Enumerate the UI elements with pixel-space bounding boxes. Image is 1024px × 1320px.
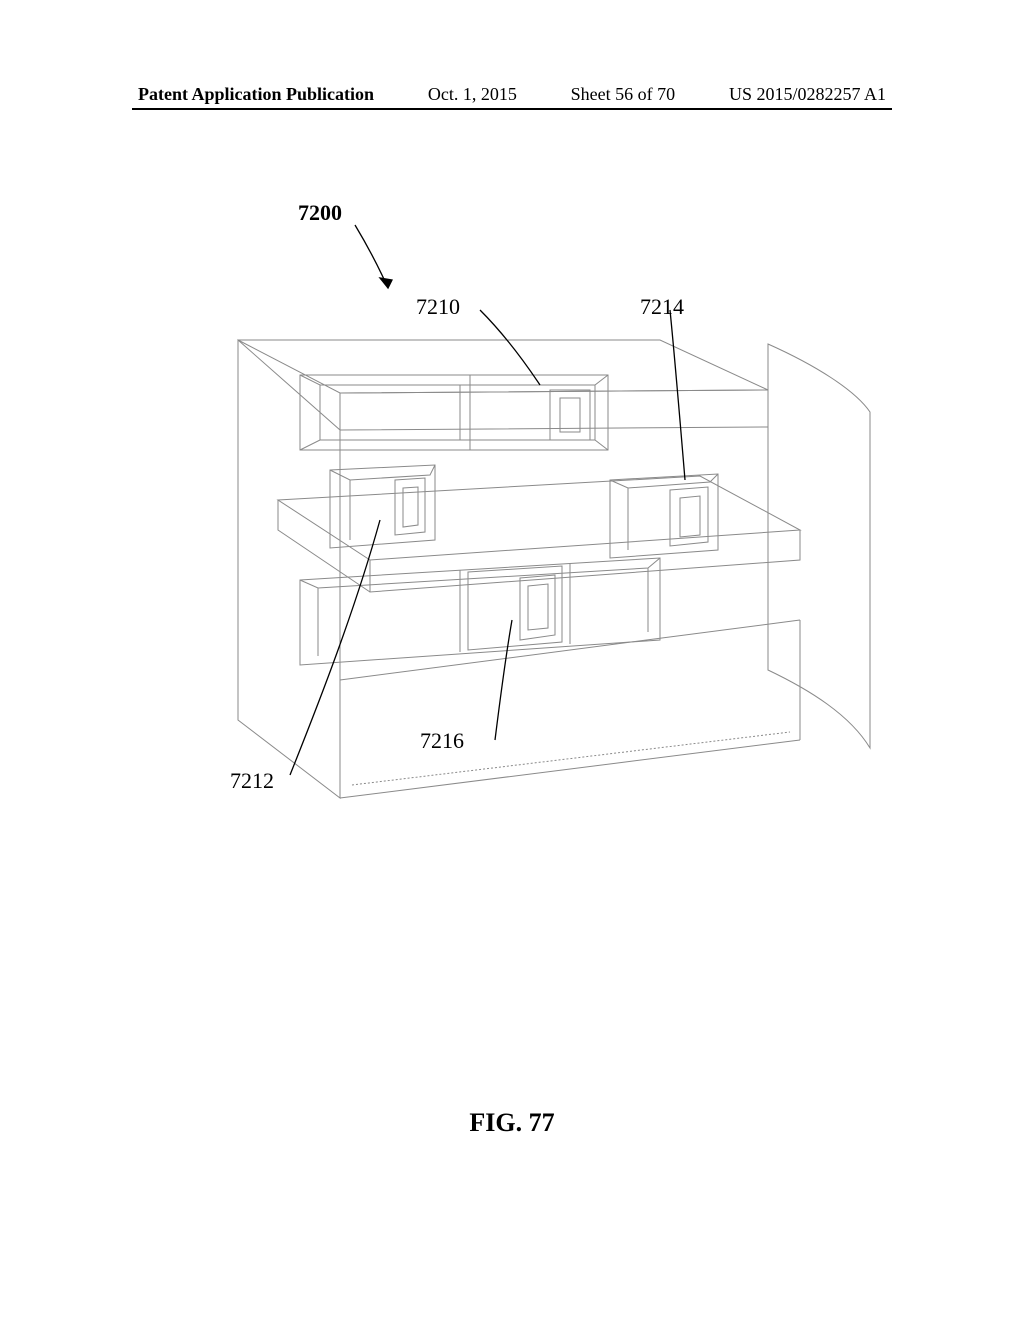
patent-figure: 7200 7210 7214 7212 7216 xyxy=(0,180,1024,860)
figure-caption: FIG. 77 xyxy=(0,1108,1024,1138)
header-sheet: Sheet 56 of 70 xyxy=(571,84,675,105)
label-7200: 7200 xyxy=(298,200,342,226)
label-7210: 7210 xyxy=(416,294,460,320)
header-publication: Patent Application Publication xyxy=(138,84,374,105)
header-date: Oct. 1, 2015 xyxy=(428,84,517,105)
page-header: Patent Application Publication Oct. 1, 2… xyxy=(0,84,1024,105)
figure-drawing xyxy=(0,180,1024,880)
header-rule xyxy=(132,108,892,110)
label-7216: 7216 xyxy=(420,728,464,754)
header-pubno: US 2015/0282257 A1 xyxy=(729,84,886,105)
label-7212: 7212 xyxy=(230,768,274,794)
label-7214: 7214 xyxy=(640,294,684,320)
